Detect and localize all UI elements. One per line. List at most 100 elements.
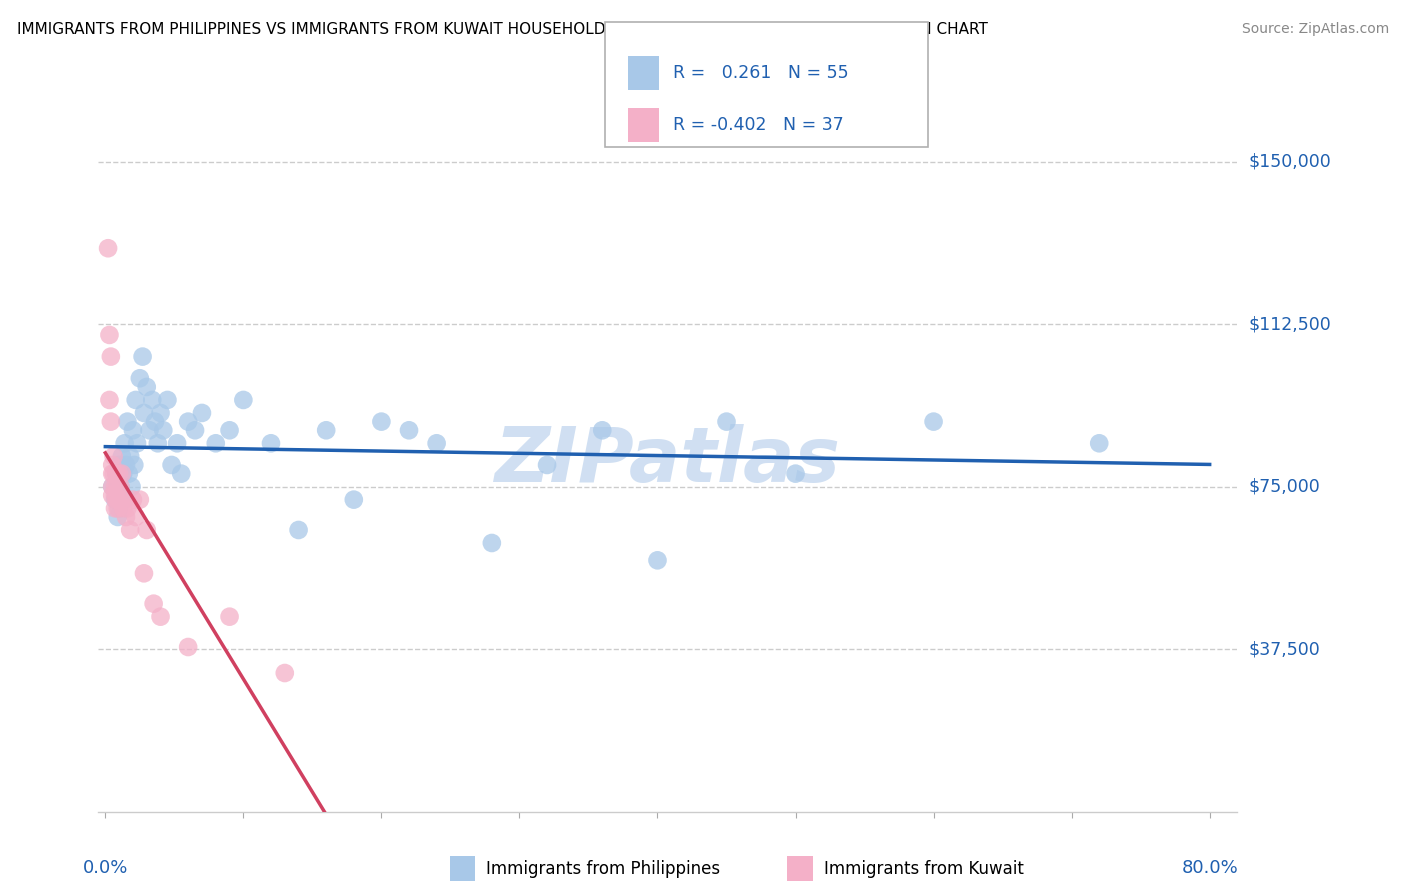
Point: [101, 488, 124, 502]
Point: [114, 436, 136, 450]
Point: [232, 392, 254, 407]
Text: R =   0.261   N = 55: R = 0.261 N = 55: [673, 64, 849, 82]
Text: $150,000: $150,000: [1249, 153, 1331, 170]
Point: [343, 492, 366, 507]
Point: [260, 436, 283, 450]
Point: [170, 467, 193, 481]
Point: [118, 467, 141, 481]
Text: Source: ZipAtlas.com: Source: ZipAtlas.com: [1241, 22, 1389, 37]
Point: [105, 492, 128, 507]
Point: [1088, 436, 1111, 450]
Point: [120, 523, 142, 537]
Point: [111, 450, 134, 464]
Point: [104, 501, 127, 516]
Point: [156, 392, 179, 407]
Point: [128, 492, 150, 507]
Point: [112, 467, 135, 481]
Point: [149, 609, 172, 624]
Point: [104, 480, 127, 494]
Point: [98, 327, 121, 342]
Text: Immigrants from Philippines: Immigrants from Philippines: [486, 860, 721, 878]
Point: [103, 467, 125, 481]
Point: [160, 458, 183, 472]
Point: [104, 488, 127, 502]
Point: [108, 458, 131, 472]
Point: [398, 423, 420, 437]
Point: [105, 467, 128, 481]
Point: [191, 406, 214, 420]
Point: [141, 392, 163, 407]
Point: [101, 480, 124, 494]
Point: [166, 436, 188, 450]
Point: [481, 536, 503, 550]
Point: [149, 406, 172, 420]
Text: $75,000: $75,000: [1249, 477, 1320, 496]
Text: $37,500: $37,500: [1249, 640, 1320, 658]
Point: [122, 423, 145, 437]
Point: [138, 423, 160, 437]
Point: [97, 241, 120, 255]
Point: [152, 423, 174, 437]
Point: [426, 436, 449, 450]
Point: [120, 450, 142, 464]
Text: Immigrants from Kuwait: Immigrants from Kuwait: [824, 860, 1024, 878]
Point: [143, 415, 166, 429]
Point: [107, 510, 129, 524]
Point: [647, 553, 669, 567]
Point: [922, 415, 945, 429]
Text: 80.0%: 80.0%: [1181, 859, 1239, 877]
Point: [184, 423, 207, 437]
Point: [716, 415, 738, 429]
Point: [117, 501, 139, 516]
Point: [142, 597, 165, 611]
Text: $112,500: $112,500: [1249, 315, 1331, 333]
Point: [146, 436, 169, 450]
Text: IMMIGRANTS FROM PHILIPPINES VS IMMIGRANTS FROM KUWAIT HOUSEHOLDER INCOME OVER 65: IMMIGRANTS FROM PHILIPPINES VS IMMIGRANT…: [17, 22, 988, 37]
Point: [98, 392, 121, 407]
Point: [101, 467, 124, 481]
Text: 0.0%: 0.0%: [83, 859, 128, 877]
Point: [132, 406, 155, 420]
Point: [125, 436, 148, 450]
Point: [103, 450, 125, 464]
Point: [287, 523, 309, 537]
Point: [112, 501, 135, 516]
Point: [111, 467, 134, 481]
Point: [100, 350, 122, 364]
Point: [125, 392, 148, 407]
Point: [115, 510, 138, 524]
Point: [107, 480, 129, 494]
Point: [104, 492, 127, 507]
Point: [121, 480, 143, 494]
Point: [107, 501, 129, 516]
Point: [114, 492, 136, 507]
Point: [135, 523, 157, 537]
Point: [122, 492, 145, 507]
Point: [274, 666, 297, 681]
Point: [128, 371, 150, 385]
Text: ZIPatlas: ZIPatlas: [495, 424, 841, 498]
Point: [101, 480, 124, 494]
Point: [112, 492, 135, 507]
Point: [108, 501, 131, 516]
Point: [110, 480, 132, 494]
Point: [315, 423, 337, 437]
Point: [132, 566, 155, 581]
Point: [125, 510, 148, 524]
Point: [105, 467, 128, 481]
Point: [785, 467, 807, 481]
Point: [108, 467, 131, 481]
Point: [591, 423, 613, 437]
Point: [131, 350, 153, 364]
Point: [100, 415, 122, 429]
Point: [108, 492, 131, 507]
Point: [218, 609, 240, 624]
Point: [204, 436, 226, 450]
Text: R = -0.402   N = 37: R = -0.402 N = 37: [673, 116, 844, 135]
Point: [110, 480, 132, 494]
Point: [177, 640, 200, 654]
Point: [117, 415, 139, 429]
Point: [370, 415, 392, 429]
Point: [536, 458, 558, 472]
Point: [218, 423, 240, 437]
